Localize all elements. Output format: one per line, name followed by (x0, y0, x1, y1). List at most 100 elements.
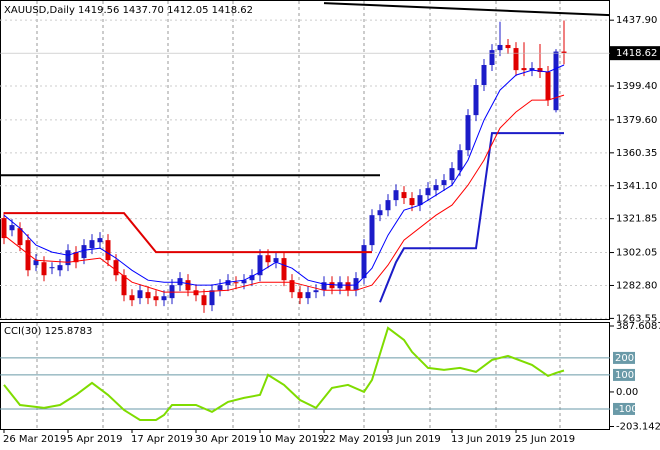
candle-body (153, 296, 159, 301)
level-label: 100 (615, 370, 634, 381)
candle-body (33, 260, 39, 266)
candle-body (529, 68, 535, 71)
level-label-box (613, 351, 635, 364)
candle-body (233, 282, 239, 284)
y-tick-label: 1437.90 (616, 15, 657, 26)
level-label-box (613, 368, 635, 381)
y-tick-label: 1263.55 (616, 313, 657, 324)
last-price-label: 1418.62 (616, 48, 657, 59)
x-tick-label: 25 Jun 2019 (515, 434, 575, 445)
candle-body (441, 180, 447, 186)
candle-body (457, 150, 463, 171)
candle-body (1, 218, 7, 239)
candle-body (121, 275, 127, 296)
candle-body (521, 68, 527, 71)
candle-body (553, 51, 559, 111)
candle-body (409, 198, 415, 206)
candle-body (9, 225, 15, 231)
candle-body (321, 282, 327, 291)
candle-body (473, 85, 479, 116)
x-tick-label: 26 Mar 2019 (3, 434, 66, 445)
x-tick-label: 3 Jun 2019 (387, 434, 441, 445)
candle-body (177, 278, 183, 286)
y-tick-label: 387.6087 (616, 321, 660, 332)
candle-body (129, 295, 135, 301)
candle-body (65, 250, 71, 266)
candle-body (201, 295, 207, 306)
y-tick-label: 1282.80 (616, 280, 657, 291)
candle-body (401, 192, 407, 199)
indicator-label: CCI(30) 125.8783 (4, 326, 92, 337)
candle-body (465, 115, 471, 151)
candle-body (345, 282, 351, 291)
y-tick-label: -203.1423 (616, 422, 660, 433)
last-price-box (610, 46, 660, 61)
cci-line (3, 326, 565, 421)
candle-body (385, 200, 391, 211)
y-tick-label: 1341.10 (616, 181, 657, 192)
x-tick-label: 10 May 2019 (259, 434, 324, 445)
candle-body (193, 290, 199, 296)
candle-body (265, 255, 271, 263)
candle-body (425, 188, 431, 196)
candle-body (241, 280, 247, 284)
candle-body (49, 267, 55, 269)
candle-body (545, 72, 551, 101)
candle-body (73, 252, 79, 263)
x-tick-label: 22 May 2019 (323, 434, 388, 445)
candle-body (329, 282, 335, 289)
candle-body (257, 255, 263, 276)
candle-body (17, 228, 23, 246)
y-tick-label: 0.00 (616, 387, 638, 398)
candle-body (113, 260, 119, 276)
overlay-line (379, 132, 564, 303)
level-label-box (613, 402, 635, 415)
y-tick-label: 1360.35 (616, 148, 657, 159)
candle-body (25, 240, 31, 271)
candle-body (489, 50, 495, 65)
y-tick-label: 1379.60 (616, 115, 657, 126)
y-tick-label: 1399.40 (616, 81, 657, 92)
y-tick-label: 1321.85 (616, 214, 657, 225)
candle-body (505, 44, 511, 49)
candle-body (497, 44, 503, 51)
overlay-line (3, 94, 565, 293)
candle-body (433, 185, 439, 191)
candle-body (273, 258, 279, 263)
chart-title: XAUUSD,Daily 1419.56 1437.70 1412.05 141… (4, 5, 253, 16)
y-tick-label: 1302.05 (616, 248, 657, 259)
x-tick-label: 5 Apr 2019 (67, 434, 122, 445)
candle-body (513, 48, 519, 71)
candle-body (449, 168, 455, 181)
candle-body (249, 275, 255, 281)
x-tick-label: 13 Jun 2019 (451, 434, 511, 445)
candle-body (185, 280, 191, 291)
candle-body (289, 280, 295, 293)
candle-body (57, 265, 63, 271)
candle-body (89, 240, 95, 249)
candle-body (537, 68, 543, 73)
candle-body (305, 292, 311, 299)
candle-body (297, 292, 303, 299)
candle-body (281, 258, 287, 281)
candle-body (41, 262, 47, 276)
candle-body (161, 296, 167, 301)
candle-body (369, 215, 375, 246)
level-label: 200 (615, 353, 634, 364)
candle-body (209, 290, 215, 306)
overlay-line (4, 212, 372, 254)
candle-body (105, 240, 111, 261)
x-tick-label: 30 Apr 2019 (195, 434, 257, 445)
candle-body (361, 245, 367, 279)
candle-body (145, 292, 151, 299)
cci-frame (0, 322, 610, 430)
main-frame (0, 0, 610, 320)
candle-body (313, 290, 319, 293)
x-tick-label: 17 Apr 2019 (131, 434, 193, 445)
candle-body (393, 190, 399, 201)
candle-body (97, 238, 103, 243)
candle-body (377, 210, 383, 216)
